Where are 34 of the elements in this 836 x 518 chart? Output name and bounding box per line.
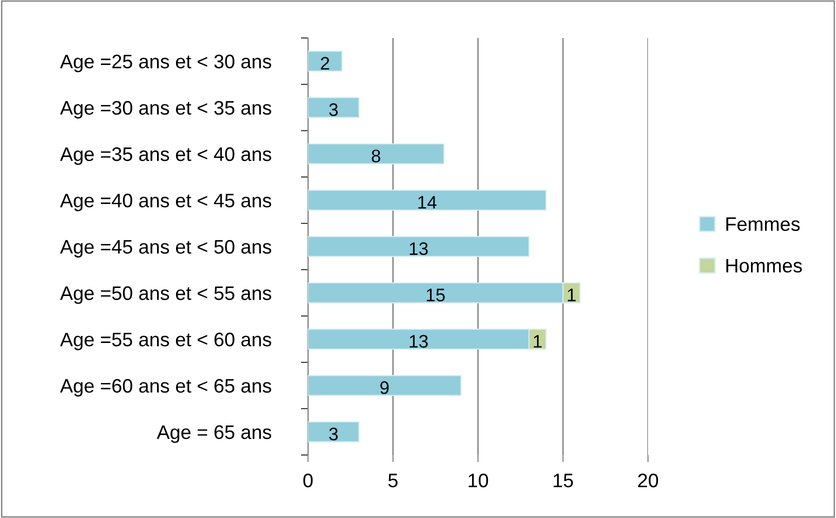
y-tick-label: Age =25 ans et < 30 ans: [60, 54, 272, 72]
data-label: 15: [426, 288, 445, 302]
y-tick-label: Age =45 ans et < 50 ans: [60, 240, 272, 258]
data-label: 14: [418, 196, 437, 209]
data-label: 8: [372, 150, 380, 162]
bar: [308, 143, 445, 164]
data-label: 1: [568, 288, 576, 302]
x-tick-label: 20: [638, 474, 658, 488]
data-label: 1: [534, 335, 542, 348]
y-tick-label: Age = 65 ans: [156, 425, 272, 443]
data-label: 13: [410, 334, 428, 348]
x-tick-label: 10: [468, 474, 488, 488]
bar: [308, 421, 360, 442]
legend-label: Hommes: [726, 258, 802, 273]
data-label: 3: [329, 428, 338, 440]
x-tick-label: 0: [303, 474, 313, 488]
y-tick-label: Age =50 ans et < 55 ans: [60, 286, 272, 304]
bar: [308, 96, 360, 118]
x-tick-label: 15: [554, 474, 573, 488]
bar: [308, 50, 343, 72]
y-tick-label: Age =40 ans et < 45 ans: [60, 194, 272, 212]
data-label: 13: [410, 242, 428, 256]
legend-label: Femmes: [726, 217, 800, 231]
y-tick-label: Age =55 ans et < 60 ans: [60, 332, 272, 350]
y-tick-label: Age =30 ans et < 35 ans: [60, 100, 272, 119]
data-label: 3: [329, 103, 338, 116]
bar: [308, 190, 547, 211]
bar: [308, 374, 462, 396]
x-tick-label: 5: [388, 474, 398, 488]
y-tick-label: Age =35 ans et < 40 ans: [60, 147, 272, 165]
data-label: 2: [320, 56, 330, 70]
data-label: 9: [380, 381, 389, 394]
bar: [308, 236, 530, 258]
y-tick-label: Age =60 ans et < 65 ans: [60, 378, 272, 397]
